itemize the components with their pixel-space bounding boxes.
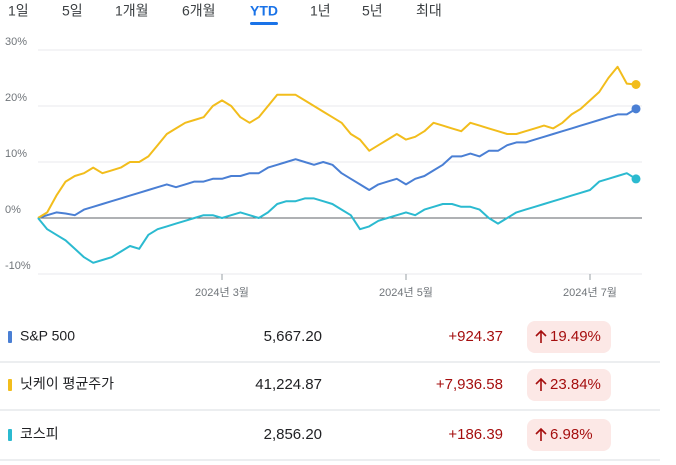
legend-name[interactable]: 닛케이 평균주가: [20, 376, 114, 392]
pct-badge: [527, 321, 611, 353]
legend-name[interactable]: S&P 500: [20, 328, 75, 344]
period-tab[interactable]: 5일: [62, 3, 83, 19]
y-tick-label: 30%: [5, 36, 27, 48]
period-tab[interactable]: 최대: [416, 3, 442, 19]
period-tab[interactable]: 1년: [310, 3, 331, 19]
up-arrow: [535, 329, 547, 343]
end-dot: [631, 174, 641, 184]
price: 2,856.20: [264, 426, 322, 443]
legend-swatch: [8, 331, 12, 343]
up-arrow: [535, 427, 547, 441]
period-tab[interactable]: 1일: [8, 3, 29, 19]
pct-change: 6.98%: [550, 426, 593, 443]
x-tick-label: 2024년 3월: [195, 286, 249, 299]
series-line: [37, 172, 637, 264]
end-dot: [631, 79, 641, 89]
series-line: [37, 65, 637, 219]
price: 5,667.20: [264, 328, 322, 345]
legend-swatch: [8, 429, 12, 441]
period-tab[interactable]: 6개월: [182, 3, 216, 19]
period-tab[interactable]: YTD: [250, 3, 278, 19]
tab-underline: [250, 22, 278, 25]
pct-change: 19.49%: [550, 328, 601, 345]
change: +924.37: [448, 328, 503, 345]
x-tick-label: 2024년 7월: [563, 286, 617, 299]
y-tick-label: 20%: [5, 92, 27, 104]
pct-change: 23.84%: [550, 376, 601, 393]
pct-badge: [527, 419, 611, 451]
up-arrow: [535, 377, 547, 391]
end-dot: [631, 104, 641, 114]
change: +186.39: [448, 426, 503, 443]
x-tick-label: 2024년 5월: [379, 286, 433, 299]
period-tab[interactable]: 1개월: [115, 3, 149, 19]
legend-name[interactable]: 코스피: [20, 426, 59, 442]
change: +7,936.58: [436, 376, 503, 393]
y-tick-label: 10%: [5, 148, 27, 160]
y-tick-label: -10%: [5, 260, 31, 272]
period-tab[interactable]: 5년: [362, 3, 383, 19]
series-line: [37, 108, 637, 219]
pct-badge: [527, 369, 611, 401]
legend-swatch: [8, 379, 12, 391]
y-tick-label: 0%: [5, 204, 21, 216]
price: 41,224.87: [255, 376, 322, 393]
